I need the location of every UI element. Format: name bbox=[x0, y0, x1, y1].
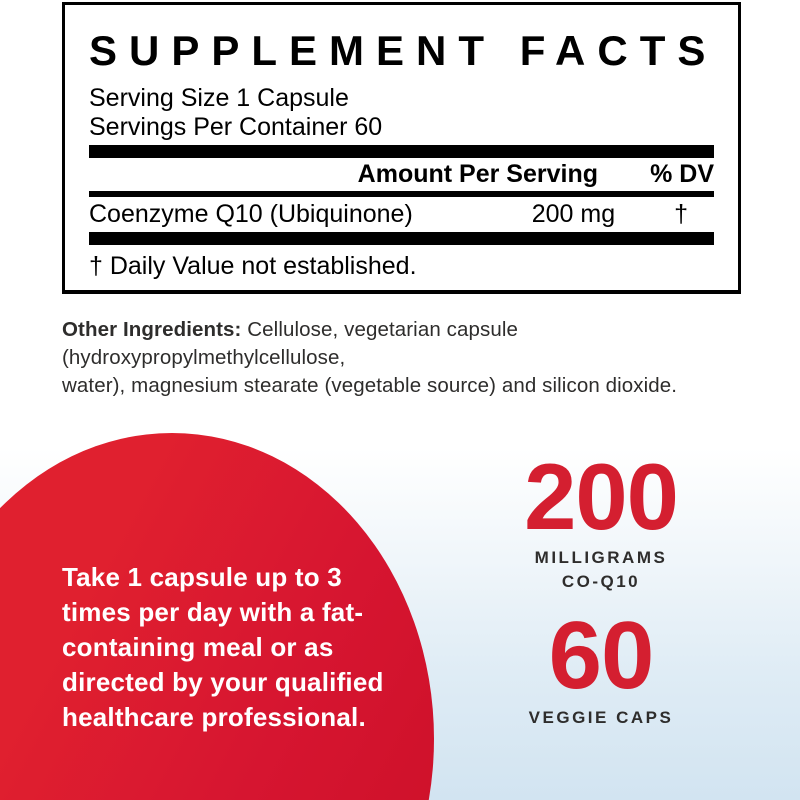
header-percent-dv: % DV bbox=[650, 160, 714, 188]
directions-text: Take 1 capsule up to 3 times per day wit… bbox=[62, 560, 402, 735]
capsule-count-value: 60 bbox=[548, 602, 655, 709]
other-ingredients-text: Other Ingredients: Cellulose, vegetarian… bbox=[62, 316, 757, 372]
ingredient-name: Coenzyme Q10 (Ubiquinone) bbox=[89, 200, 413, 228]
directions-line: Take 1 capsule up to 3 bbox=[62, 562, 342, 592]
other-ingredients-label: Other Ingredients: bbox=[62, 318, 242, 341]
facts-header-row: Amount Per Serving % DV bbox=[89, 158, 714, 191]
directions-line: directed by your qualified bbox=[62, 667, 384, 697]
divider-thick-top bbox=[89, 145, 714, 158]
facts-title: SUPPLEMENT FACTS bbox=[89, 27, 718, 74]
directions-line: healthcare professional. bbox=[62, 702, 366, 732]
supplement-facts-panel: SUPPLEMENT FACTS Serving Size 1 Capsule … bbox=[62, 2, 741, 294]
other-ingredients-line2: water), magnesium stearate (vegetable so… bbox=[62, 374, 678, 397]
directions-line: times per day with a fat- bbox=[62, 597, 364, 627]
coq10-amount-label: MILLIGRAMS CO-Q10 bbox=[471, 546, 731, 594]
coq10-label-line2: CO-Q10 bbox=[561, 572, 641, 591]
ingredient-dv: † bbox=[674, 200, 688, 228]
divider-thick-bottom bbox=[89, 232, 714, 245]
servings-per-container: Servings Per Container 60 bbox=[89, 113, 383, 141]
serving-size: Serving Size 1 Capsule bbox=[89, 84, 349, 112]
divider-thin bbox=[89, 191, 714, 197]
dv-footnote: † Daily Value not established. bbox=[89, 252, 417, 280]
highlights-column: 200 MILLIGRAMS CO-Q10 60 VEGGIE CAPS bbox=[471, 450, 731, 730]
table-row: Coenzyme Q10 (Ubiquinone) 200 mg † bbox=[89, 197, 714, 232]
directions-line: containing meal or as bbox=[62, 632, 334, 662]
other-ingredients-line1: Cellulose, vegetarian capsule (hydroxypr… bbox=[62, 318, 518, 369]
header-amount-per-serving: Amount Per Serving bbox=[357, 160, 598, 188]
other-ingredients: Other Ingredients: Cellulose, vegetarian… bbox=[62, 316, 757, 400]
coq10-amount-value: 200 bbox=[524, 444, 679, 549]
coq10-label-line1: MILLIGRAMS bbox=[534, 548, 668, 567]
capsule-count-label: VEGGIE CAPS bbox=[528, 708, 674, 727]
ingredient-amount: 200 mg bbox=[531, 200, 616, 228]
